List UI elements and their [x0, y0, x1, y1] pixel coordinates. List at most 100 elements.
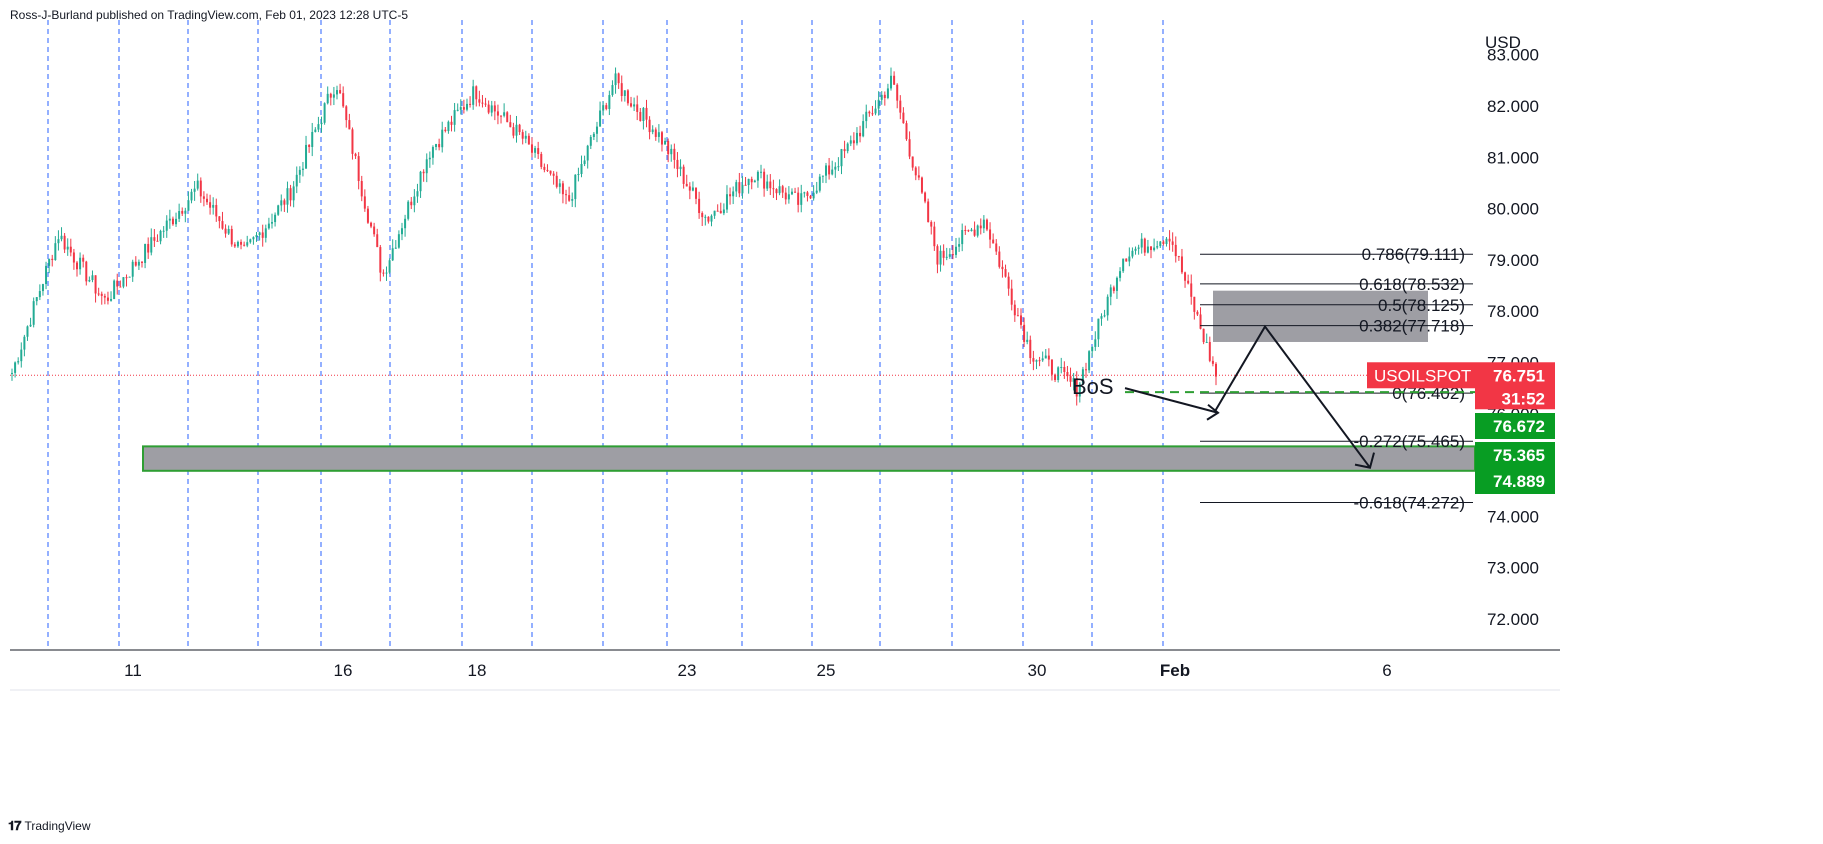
candle [976, 225, 979, 236]
candle [725, 194, 728, 210]
candle [308, 144, 311, 147]
candle [787, 194, 790, 200]
candle [450, 121, 453, 125]
candle [580, 164, 583, 174]
candle [496, 111, 499, 116]
candle [713, 210, 716, 216]
candle [171, 218, 174, 225]
candle [970, 229, 973, 232]
candle [973, 229, 976, 236]
candle [1165, 238, 1168, 244]
candle [899, 100, 902, 113]
candle [806, 192, 809, 196]
candle [812, 192, 815, 199]
candle [332, 94, 335, 98]
candle [886, 88, 889, 98]
candle [509, 122, 512, 128]
candle [676, 159, 679, 170]
candle [1193, 296, 1196, 312]
candle [351, 129, 354, 154]
candle [558, 183, 561, 187]
candle [1168, 238, 1171, 242]
candle [335, 90, 338, 95]
candle [388, 260, 391, 273]
candle [416, 191, 419, 197]
candle [691, 187, 694, 191]
candle [636, 104, 639, 112]
candle [162, 230, 165, 232]
candle [14, 362, 17, 373]
price-label: 74.889 [1493, 472, 1545, 491]
candle [404, 218, 407, 229]
candle [94, 275, 97, 294]
candle [893, 75, 896, 85]
candle [763, 171, 766, 189]
candle [342, 93, 345, 107]
candle [611, 85, 614, 96]
bos-arrow [1124, 387, 1219, 414]
candle [447, 121, 450, 132]
candle [1078, 383, 1081, 397]
candle [648, 119, 651, 133]
candle [623, 90, 626, 96]
candle [357, 156, 360, 182]
candle [79, 257, 82, 270]
candle [38, 291, 41, 298]
candle [218, 216, 221, 222]
candle [298, 169, 301, 175]
y-tick-label: 78.000 [1487, 302, 1539, 321]
candle [255, 235, 258, 238]
candle [1032, 358, 1035, 362]
candle [202, 196, 205, 199]
candle [348, 120, 351, 130]
candle [985, 219, 988, 230]
projection-path [1214, 324, 1371, 469]
candle [1106, 296, 1109, 316]
candle [175, 218, 178, 225]
candle [1184, 272, 1187, 281]
candle [345, 106, 348, 121]
candle [660, 132, 663, 145]
candle [735, 182, 738, 192]
candle [698, 198, 701, 214]
candle [11, 372, 13, 374]
candle [633, 104, 636, 107]
candle [871, 113, 874, 115]
candle [620, 83, 623, 96]
candle [131, 261, 134, 277]
candle [267, 223, 270, 229]
candle [515, 124, 518, 136]
x-tick-label: 25 [817, 661, 836, 680]
candle [685, 183, 688, 187]
candle [951, 254, 954, 256]
candle [797, 192, 800, 205]
candle [546, 169, 549, 171]
candle [1199, 314, 1202, 329]
candle [1023, 324, 1026, 342]
fib-level-label: 0.786(79.111) [1362, 245, 1465, 264]
candle [373, 226, 376, 235]
countdown-label: 31:52 [1502, 389, 1545, 408]
candle [1205, 341, 1208, 343]
price-label: 75.365 [1493, 446, 1545, 465]
candle [654, 129, 657, 137]
candle [1156, 246, 1159, 248]
candle [323, 103, 326, 123]
candle [614, 73, 617, 86]
candle [552, 173, 555, 176]
candle [1066, 372, 1069, 377]
candle [784, 192, 787, 200]
candle [924, 192, 927, 202]
candle [435, 144, 438, 148]
candle [168, 218, 171, 221]
fibonacci-retracement: 0.786(79.111) 0.618(78.532) 0.5(78.125) 0.3… [1200, 245, 1473, 512]
candle [682, 166, 685, 184]
candle [608, 95, 611, 109]
fib-level-label: 0.382(77.718) [1359, 317, 1465, 336]
tradingview-logo[interactable]: 𝟏𝟕 TradingView [8, 818, 91, 834]
candle [855, 132, 858, 144]
candle [1112, 287, 1115, 291]
candle [955, 246, 958, 255]
candle [478, 99, 481, 103]
